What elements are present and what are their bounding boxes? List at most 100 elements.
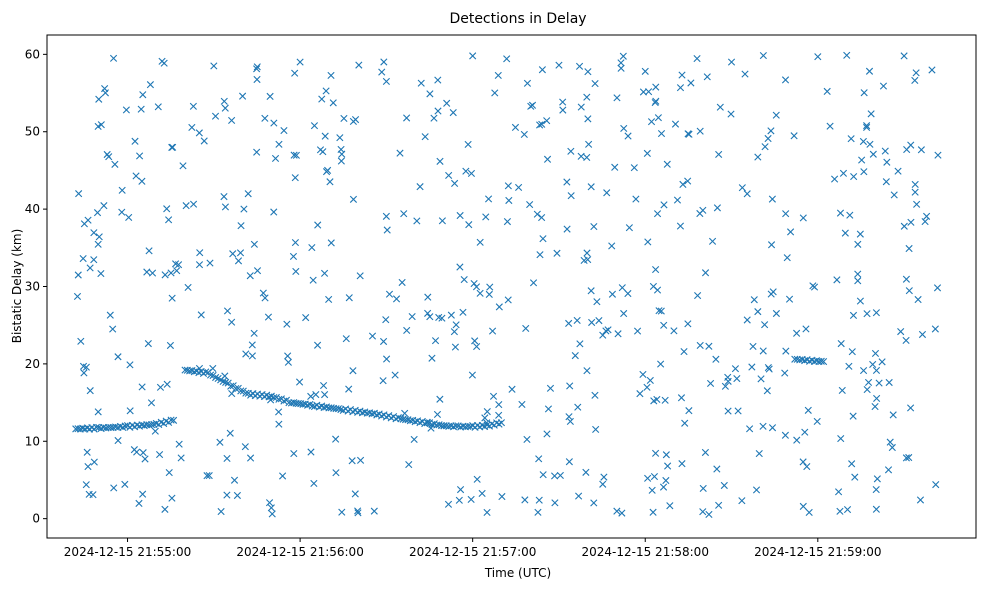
detection-point	[624, 289, 632, 298]
detection-point	[354, 509, 362, 517]
detection-point	[529, 279, 538, 287]
detection-point	[696, 341, 704, 350]
detection-point	[246, 272, 254, 280]
detection-point	[151, 427, 159, 435]
detection-point	[567, 192, 575, 200]
detection-point	[869, 150, 877, 158]
detection-point	[872, 309, 880, 317]
detection-point	[618, 284, 626, 292]
detection-point	[799, 458, 807, 466]
detection-point	[713, 465, 721, 473]
detection-point	[476, 238, 484, 246]
detection-point	[583, 249, 591, 257]
y-tick-label: 60	[25, 47, 40, 61]
detection-point	[849, 311, 858, 319]
detection-point	[662, 476, 670, 485]
detection-point	[543, 117, 551, 125]
detection-point	[421, 133, 429, 141]
detection-point	[772, 309, 780, 318]
detection-point	[660, 321, 668, 329]
detection-point	[431, 337, 440, 345]
detection-point	[417, 79, 425, 87]
detection-point	[738, 497, 746, 505]
detection-point	[661, 396, 669, 404]
detection-point	[653, 395, 661, 403]
detection-point	[854, 240, 862, 248]
detection-point	[763, 387, 771, 395]
detection-point	[860, 89, 868, 97]
detection-point	[445, 171, 453, 180]
detection-point	[471, 337, 479, 345]
detection-point	[188, 123, 196, 132]
detection-point	[551, 499, 559, 507]
detection-point	[764, 134, 772, 143]
detection-point	[155, 450, 164, 459]
detection-point	[481, 414, 489, 422]
detection-point	[804, 406, 812, 414]
detection-point	[94, 408, 102, 416]
detection-point	[310, 479, 318, 488]
detection-point	[322, 168, 331, 176]
detection-point	[189, 200, 198, 208]
detection-point	[223, 454, 231, 462]
detection-point	[643, 383, 651, 391]
detection-point	[503, 55, 511, 63]
detection-point	[265, 499, 274, 507]
detection-point	[582, 468, 590, 476]
detection-point	[553, 249, 561, 257]
detection-point	[563, 225, 571, 233]
detection-point	[132, 172, 140, 180]
detection-point	[462, 167, 470, 175]
detection-point	[379, 377, 387, 385]
detection-point	[110, 484, 118, 492]
detection-point	[332, 435, 340, 443]
detection-point	[85, 490, 93, 498]
detection-point	[705, 510, 713, 519]
detection-point	[234, 257, 243, 265]
detection-point	[228, 389, 236, 398]
detection-point	[583, 153, 591, 162]
detection-point	[345, 385, 353, 393]
detection-point	[154, 103, 162, 111]
detection-point	[491, 89, 499, 97]
detection-point	[137, 105, 145, 113]
detection-point	[715, 501, 723, 509]
detection-point	[405, 460, 413, 469]
detection-point	[349, 195, 358, 203]
detection-point	[836, 507, 844, 515]
detection-point	[650, 472, 659, 481]
chart-title: Detections in Delay	[449, 11, 586, 27]
detection-point	[900, 222, 908, 230]
detection-point	[767, 127, 775, 135]
detection-point	[859, 137, 867, 146]
detection-point	[230, 476, 239, 484]
detection-point	[696, 127, 704, 135]
detection-point	[206, 371, 215, 379]
detection-point	[567, 147, 575, 155]
detection-point	[309, 276, 317, 284]
detection-point	[604, 326, 612, 334]
detection-point	[907, 404, 915, 412]
detection-point	[497, 419, 506, 427]
detection-point	[875, 379, 883, 387]
detection-point	[845, 362, 853, 370]
detection-point	[761, 321, 769, 329]
detection-point	[673, 196, 682, 204]
detection-point	[837, 340, 845, 348]
detection-point	[584, 115, 592, 123]
detection-point	[620, 124, 628, 133]
detection-point	[292, 151, 300, 159]
detection-point	[879, 82, 888, 90]
detection-point	[765, 365, 773, 373]
detection-point	[678, 71, 686, 79]
detection-point	[595, 317, 603, 325]
detection-point	[253, 148, 261, 156]
detection-point	[900, 52, 908, 60]
detection-point	[83, 448, 91, 456]
detection-point	[761, 143, 769, 151]
detection-point	[175, 440, 183, 448]
detection-point	[307, 448, 315, 456]
detection-point	[577, 103, 585, 111]
detection-point	[443, 99, 451, 107]
x-tick-label: 2024-12-15 21:55:00	[64, 545, 191, 559]
